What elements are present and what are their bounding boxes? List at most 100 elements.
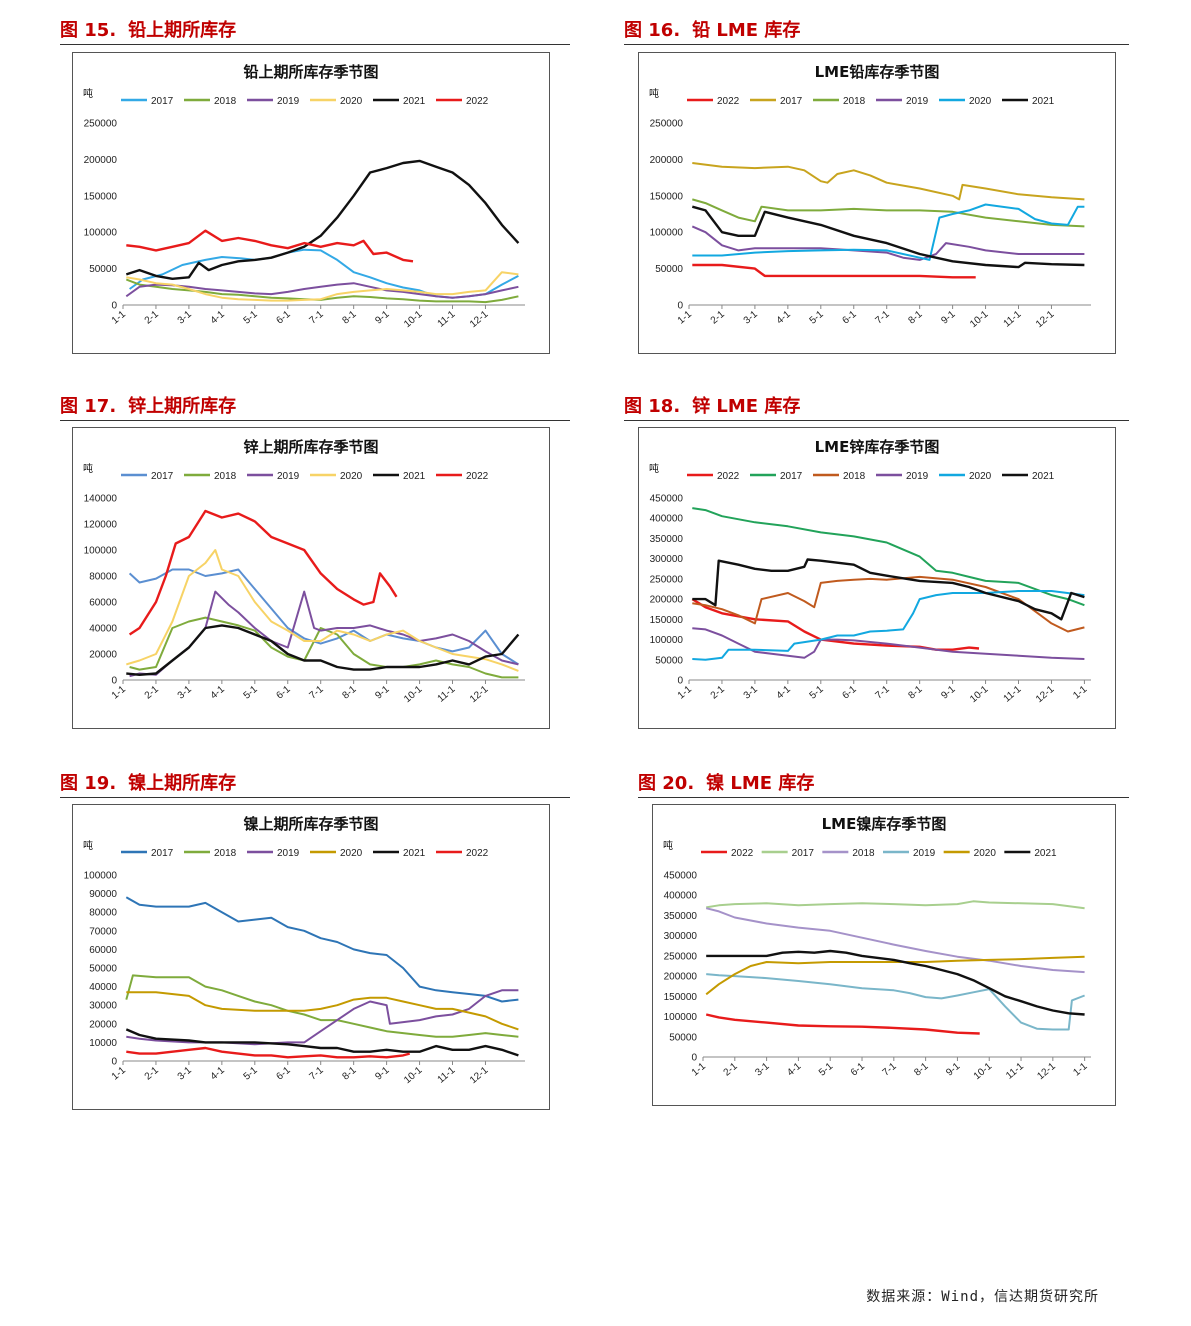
series-line-2018 — [692, 198, 1085, 228]
y-tick-label: 0 — [677, 301, 683, 312]
x-tick-label: 8-1 — [340, 684, 358, 702]
x-tick-label: 7-1 — [307, 309, 325, 327]
x-tick-label: 9-1 — [939, 684, 957, 702]
series-line-2020 — [126, 271, 519, 302]
title-rule — [638, 797, 1129, 798]
series-line-2018 — [705, 907, 1085, 974]
x-tick-label: 4-1 — [785, 1061, 803, 1079]
y-tick-label: 60000 — [89, 598, 117, 609]
chart-nickel-shfe: 镍上期所库存季节图吨 2017 2018 2019 2020 2021 2022 0 10000… — [72, 804, 550, 1110]
series-line-2020 — [705, 955, 1085, 996]
series-line-2020 — [692, 590, 1085, 661]
title-rule — [624, 44, 1129, 45]
y-tick-label: 70000 — [89, 926, 117, 937]
series-line-2017 — [125, 896, 519, 1003]
y-tick-label: 50000 — [655, 655, 683, 666]
legend-label-2017: 2017 — [151, 848, 174, 859]
y-tick-label: 0 — [111, 301, 117, 312]
figure-19: 图 19. 镍上期所库存 — [60, 771, 570, 798]
x-tick-label: 12-1 — [1035, 1061, 1058, 1083]
data-source-note: 数据来源：Wind，信达期货研究所 — [866, 1289, 1099, 1305]
legend-label-2022: 2022 — [717, 471, 740, 482]
figure-17: 图 17. 锌上期所库存 — [60, 394, 570, 421]
legend-label-2019: 2019 — [906, 471, 929, 482]
figure-number: 图 16. — [624, 20, 681, 41]
x-tick-label: 2-1 — [722, 1061, 740, 1079]
series-line-2022 — [691, 598, 980, 651]
y-tick-label: 0 — [111, 676, 117, 687]
x-tick-label: 6-1 — [275, 684, 293, 702]
y-tick-label: 150000 — [84, 191, 118, 202]
legend-label-2019: 2019 — [277, 471, 300, 482]
x-tick-label: 11-1 — [1002, 684, 1024, 705]
legend-label-2017: 2017 — [151, 96, 174, 107]
chart-nickel-lme: LME镍库存季节图吨 2022 2017 2018 2019 2020 2021 0 50000… — [652, 804, 1116, 1106]
figure-16: 图 16. 铅 LME 库存 — [624, 18, 1129, 45]
figure-title: 图 19. 镍上期所库存 — [60, 771, 570, 797]
y-tick-label: 90000 — [89, 889, 117, 900]
figure-name: 铅上期所库存 — [128, 20, 237, 41]
x-tick-label: 2-1 — [143, 684, 161, 702]
y-tick-label: 100000 — [84, 228, 118, 239]
y-tick-label: 350000 — [650, 534, 684, 545]
y-unit-label: 吨 — [663, 839, 673, 852]
series-line-2022 — [128, 509, 398, 636]
series-line-2021 — [691, 205, 1085, 269]
series-line-2017 — [692, 507, 1085, 607]
figure-18: 图 18. 锌 LME 库存 — [624, 394, 1129, 421]
y-tick-label: 0 — [677, 676, 683, 687]
figure-name: 铅 LME 库存 — [692, 20, 801, 41]
legend-label-2017: 2017 — [792, 848, 815, 859]
chart-title: LME铅库存季节图 — [815, 63, 940, 81]
y-tick-label: 450000 — [650, 494, 684, 505]
y-tick-label: 140000 — [84, 494, 118, 505]
x-tick-label: 5-1 — [808, 309, 826, 327]
x-tick-label: 11-1 — [436, 684, 458, 705]
y-tick-label: 20000 — [89, 650, 117, 661]
x-tick-label: 5-1 — [817, 1061, 835, 1079]
legend-label-2019: 2019 — [277, 96, 300, 107]
y-tick-label: 200000 — [84, 155, 118, 166]
x-tick-label: 9-1 — [373, 1065, 391, 1083]
x-tick-label: 3-1 — [753, 1061, 771, 1079]
x-tick-label: 5-1 — [242, 1065, 260, 1083]
series-line-2019 — [706, 973, 1085, 1031]
chart-title: 铅上期所库存季节图 — [243, 63, 378, 81]
x-tick-label: 10-1 — [968, 309, 991, 331]
y-tick-label: 0 — [111, 1057, 117, 1068]
y-tick-label: 20000 — [89, 1019, 117, 1030]
x-tick-label: 10-1 — [972, 1061, 995, 1083]
y-tick-label: 400000 — [664, 891, 698, 902]
x-tick-label: 8-1 — [912, 1061, 930, 1079]
y-tick-label: 200000 — [650, 595, 684, 606]
x-tick-label: 4-1 — [209, 684, 227, 702]
legend-label-2020: 2020 — [974, 848, 997, 859]
x-tick-label: 12-1 — [468, 1065, 491, 1087]
x-tick-label: 2-1 — [143, 1065, 161, 1083]
x-tick-label: 11-1 — [1002, 309, 1024, 330]
x-tick-label: 8-1 — [906, 309, 924, 327]
x-tick-label: 10-1 — [968, 684, 991, 706]
x-tick-label: 12-1 — [468, 309, 491, 331]
title-rule — [60, 44, 570, 45]
y-tick-label: 150000 — [650, 615, 684, 626]
series-line-2017 — [692, 162, 1085, 201]
x-tick-label: 7-1 — [307, 684, 325, 702]
series-line-2020 — [692, 203, 1085, 261]
figure-number: 图 20. — [638, 773, 695, 794]
series-line-2020 — [126, 991, 519, 1031]
series-line-2021 — [125, 1028, 519, 1057]
figure-title: 图 18. 锌 LME 库存 — [624, 394, 1129, 420]
x-tick-label: 12-1 — [468, 684, 491, 706]
figure-number: 图 18. — [624, 396, 681, 417]
x-tick-label: 6-1 — [275, 1065, 293, 1083]
x-tick-label: 3-1 — [176, 684, 194, 702]
y-tick-label: 300000 — [664, 931, 698, 942]
x-tick-label: 11-1 — [436, 1065, 458, 1086]
x-tick-label: 12-1 — [1034, 684, 1057, 706]
x-tick-label: 2-1 — [143, 309, 161, 327]
chart-lead-lme: LME铅库存季节图吨 2022 2017 2018 2019 2020 2021 0 50000… — [638, 52, 1116, 354]
series-line-2022 — [705, 1013, 980, 1035]
